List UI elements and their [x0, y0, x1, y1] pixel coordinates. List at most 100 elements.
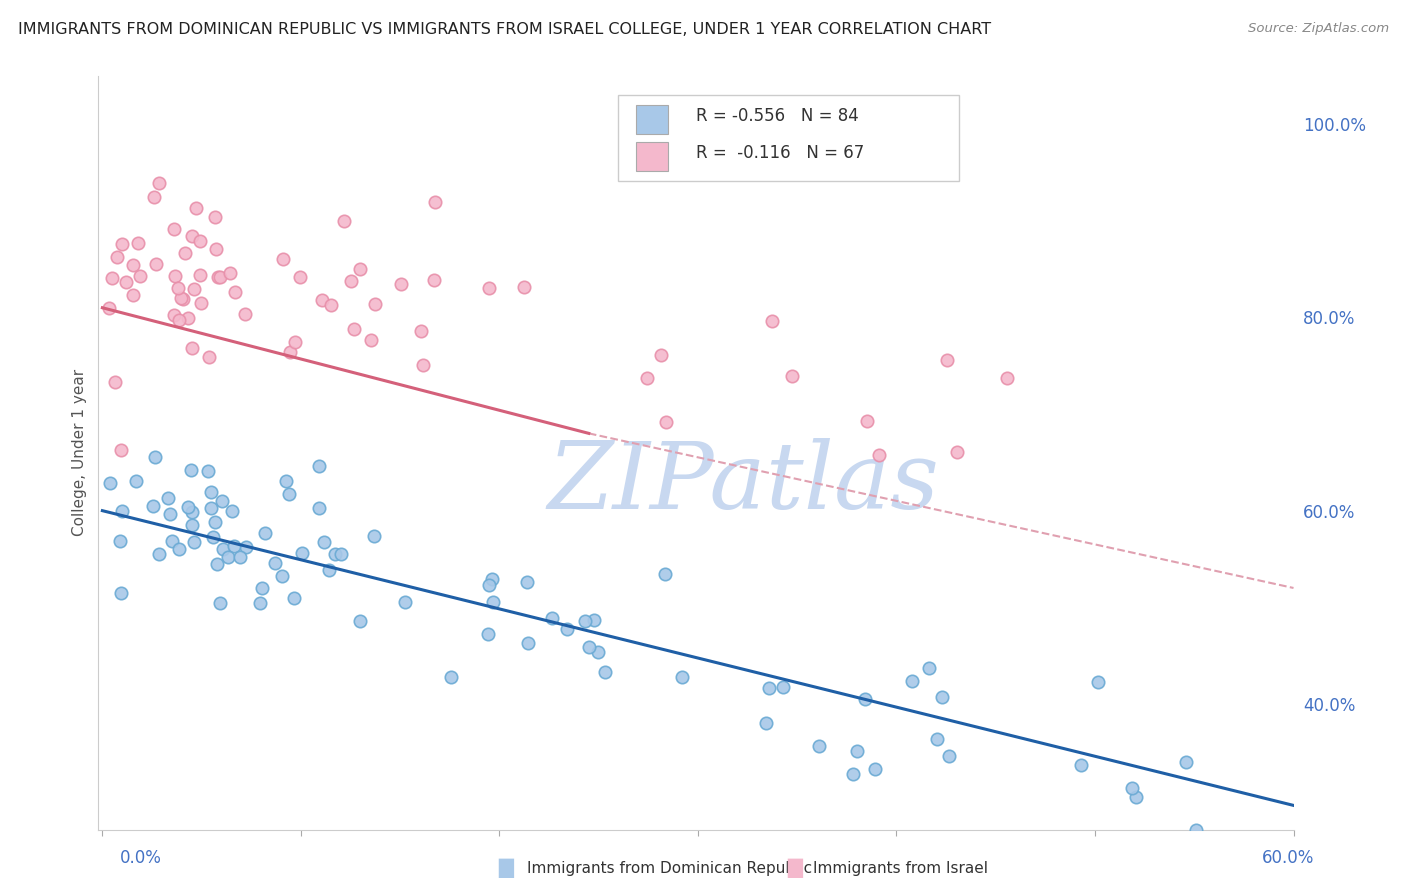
Point	[177, 500, 200, 515]
Point	[177, 311, 200, 326]
Point	[291, 546, 314, 560]
Point	[1070, 757, 1092, 772]
Point	[364, 297, 387, 311]
Point	[423, 195, 446, 210]
Point	[173, 245, 195, 260]
Point	[349, 614, 371, 628]
Point	[201, 530, 224, 544]
Point	[389, 277, 412, 292]
Point	[423, 273, 446, 287]
Point	[1121, 781, 1143, 796]
Point	[183, 282, 205, 296]
Point	[330, 547, 353, 561]
Point	[780, 369, 803, 384]
Point	[181, 505, 204, 519]
Point	[517, 636, 540, 650]
Point	[180, 341, 202, 355]
Point	[249, 596, 271, 610]
Point	[481, 572, 503, 586]
Point	[654, 566, 676, 581]
Point	[100, 271, 122, 285]
Point	[148, 547, 170, 561]
Point	[868, 448, 890, 462]
Point	[513, 280, 536, 294]
FancyBboxPatch shape	[619, 95, 959, 181]
Point	[995, 371, 1018, 385]
Point	[308, 500, 330, 515]
Point	[122, 258, 145, 272]
Point	[167, 281, 190, 295]
Point	[314, 534, 336, 549]
Point	[761, 314, 783, 328]
Point	[865, 762, 887, 776]
Point	[204, 210, 226, 224]
Point	[143, 450, 166, 464]
Point	[163, 222, 186, 236]
Point	[252, 581, 274, 595]
Point	[159, 508, 181, 522]
Point	[228, 550, 250, 565]
Point	[198, 350, 221, 364]
Point	[143, 190, 166, 204]
Point	[221, 503, 243, 517]
Point	[105, 251, 128, 265]
Point	[167, 313, 190, 327]
Point	[190, 296, 212, 310]
Point	[235, 540, 257, 554]
Text: 0.0%: 0.0%	[120, 849, 162, 867]
Point	[110, 443, 132, 458]
Point	[308, 458, 330, 473]
Text: R = -0.556   N = 84: R = -0.556 N = 84	[696, 107, 859, 125]
Point	[274, 475, 297, 489]
Point	[319, 298, 342, 312]
Text: 60.0%: 60.0%	[1263, 849, 1315, 867]
Point	[936, 353, 959, 368]
Point	[755, 716, 778, 731]
Point	[478, 578, 501, 592]
Point	[1087, 675, 1109, 690]
Point	[121, 288, 143, 302]
Point	[772, 681, 794, 695]
Point	[846, 744, 869, 758]
Point	[110, 585, 132, 599]
Text: █: █	[787, 859, 801, 879]
Point	[200, 501, 222, 516]
Point	[162, 534, 184, 549]
Point	[650, 348, 672, 362]
Point	[842, 767, 865, 781]
Point	[918, 660, 941, 674]
Point	[270, 568, 292, 582]
Point	[167, 542, 190, 557]
Point	[127, 236, 149, 251]
Point	[325, 547, 347, 561]
Point	[125, 474, 148, 488]
Point	[925, 732, 948, 747]
Point	[205, 557, 228, 571]
Point	[277, 487, 299, 501]
Point	[931, 690, 953, 704]
Point	[583, 613, 606, 627]
Y-axis label: College, Under 1 year: College, Under 1 year	[72, 369, 87, 536]
Point	[211, 541, 233, 556]
Point	[482, 594, 505, 608]
Point	[655, 415, 678, 429]
Point	[183, 535, 205, 549]
Point	[181, 228, 204, 243]
Point	[204, 515, 226, 529]
Point	[349, 262, 371, 277]
Point	[170, 291, 193, 305]
Point	[360, 333, 382, 347]
Point	[311, 293, 333, 307]
Point	[165, 269, 187, 284]
Point	[163, 308, 186, 322]
Point	[233, 307, 256, 321]
Point	[264, 556, 287, 570]
Point	[207, 270, 229, 285]
Point	[156, 491, 179, 506]
Text: IMMIGRANTS FROM DOMINICAN REPUBLIC VS IMMIGRANTS FROM ISRAEL COLLEGE, UNDER 1 YE: IMMIGRANTS FROM DOMINICAN REPUBLIC VS IM…	[18, 22, 991, 37]
Point	[219, 266, 242, 280]
Point	[901, 673, 924, 688]
Point	[478, 281, 501, 295]
Point	[222, 539, 245, 553]
Point	[104, 376, 127, 390]
